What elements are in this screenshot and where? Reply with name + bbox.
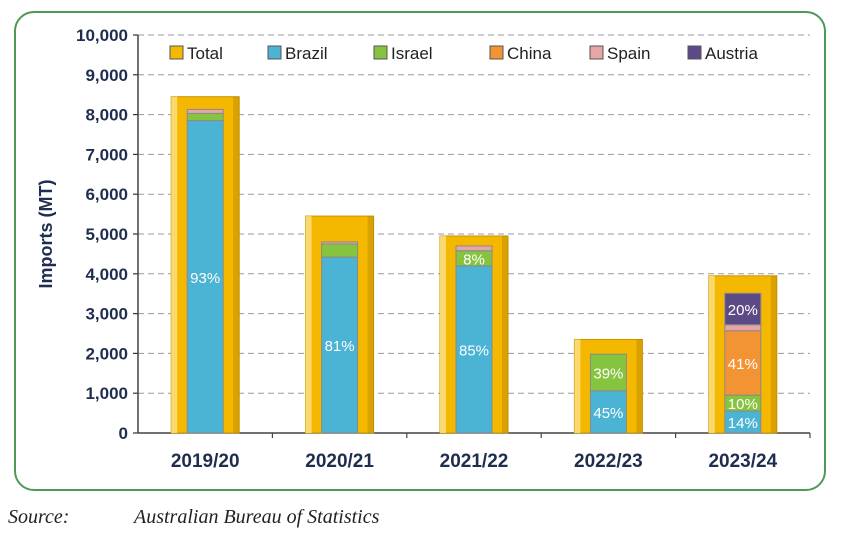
data-label: 10% (728, 396, 758, 413)
y-tick-label: 3,000 (85, 305, 128, 324)
legend-swatch-brazil (267, 45, 282, 60)
data-label: 93% (190, 270, 220, 287)
x-tick-label: 2023/24 (708, 451, 777, 472)
bar-total-shade (770, 275, 777, 433)
y-tick-label: 2,000 (85, 344, 128, 363)
bar-brazil (321, 256, 359, 434)
legend-label-brazil: Brazil (285, 44, 328, 63)
legend-label-china: China (507, 44, 552, 63)
y-tick-label: 8,000 (85, 106, 128, 125)
bar-total-highlight (574, 339, 581, 433)
data-label: 81% (325, 338, 355, 355)
bar-austria (724, 292, 762, 326)
y-tick-label: 1,000 (85, 384, 128, 403)
legend-swatch-china (489, 45, 504, 60)
data-label: 45% (593, 405, 623, 422)
bar-total-highlight (305, 216, 312, 433)
bar-brazil (455, 265, 493, 434)
data-label: 14% (728, 415, 758, 432)
bar-spain (455, 245, 493, 252)
y-axis-title: Imports (MT) (36, 180, 56, 289)
bar-total-highlight (440, 235, 446, 433)
y-tick-label: 10,000 (76, 26, 128, 45)
source-text: Australian Bureau of Statistics (134, 506, 380, 528)
bar-total-shade (367, 216, 374, 433)
data-label: 39% (593, 366, 623, 383)
legend-label-total: Total (187, 44, 223, 63)
data-label: 20% (728, 302, 758, 319)
x-tick-label: 2020/21 (305, 451, 374, 472)
legend-swatch-austria (687, 45, 702, 60)
y-tick-label: 9,000 (85, 66, 128, 85)
bar-total-highlight (708, 275, 715, 433)
bar-total-shade (502, 235, 508, 433)
y-tick-label: 7,000 (85, 145, 128, 164)
bar-spain (321, 241, 359, 245)
legend-label-austria: Austria (705, 44, 758, 63)
bar-israel (321, 243, 359, 258)
x-tick-label: 2019/20 (171, 451, 240, 472)
y-tick-label: 4,000 (85, 265, 128, 284)
y-tick-label: 5,000 (85, 225, 128, 244)
bar-total-shade (636, 339, 643, 433)
bar-spain (186, 108, 224, 114)
x-tick-label: 2022/23 (574, 451, 643, 472)
data-label: 41% (728, 356, 758, 373)
legend-label-spain: Spain (607, 44, 650, 63)
bar-total-shade (233, 96, 240, 433)
y-tick-label: 6,000 (85, 185, 128, 204)
legend-swatch-spain (589, 45, 604, 60)
bar-israel (589, 353, 627, 392)
legend-label-israel: Israel (391, 44, 433, 63)
bar-brazil (186, 120, 224, 434)
data-label: 85% (459, 342, 489, 359)
legend-swatch-total (169, 45, 184, 60)
bar-total-highlight (171, 96, 178, 433)
chart-frame: 0 1,000 2,000 3,000 4,000 5,000 6,000 7,000 8,00… (14, 11, 826, 491)
imports-chart: 0 1,000 2,000 3,000 4,000 5,000 6,000 7,000 8,00… (36, 26, 811, 472)
legend-swatch-israel (373, 45, 388, 60)
y-tick-label: 0 (119, 424, 128, 443)
bar-spain (724, 324, 762, 332)
source-label: Source: (8, 506, 70, 528)
x-tick-label: 2021/22 (440, 451, 509, 472)
bar-israel (186, 112, 224, 122)
data-label: 8% (463, 251, 485, 268)
